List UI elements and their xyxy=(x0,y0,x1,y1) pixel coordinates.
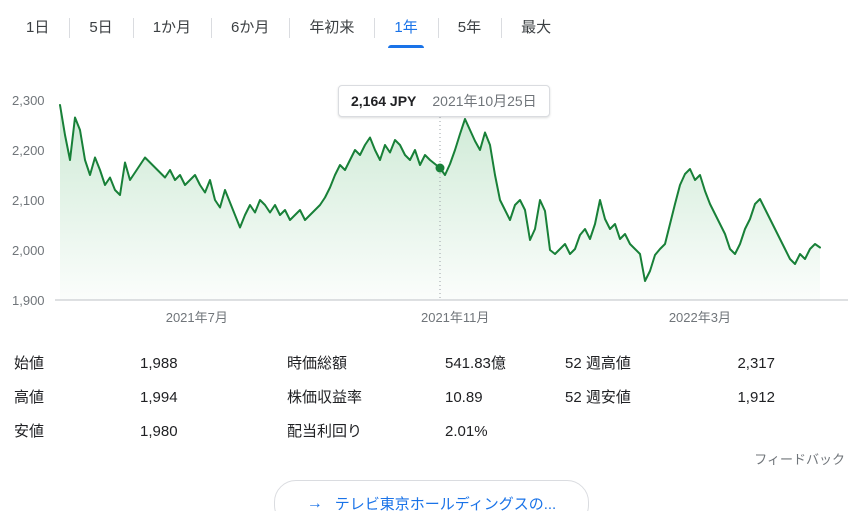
arrow-icon: → xyxy=(306,494,323,511)
stat-label: 時価総額 xyxy=(287,355,348,372)
range-tab[interactable]: 最大 xyxy=(501,10,571,48)
stat-value: 1,980 xyxy=(140,423,178,440)
range-tab[interactable]: 5年 xyxy=(437,10,501,48)
stats-grid: 始値 1,988 時価総額 541.83億 52 週高値 2,317 高値 1,994 株価収益… xyxy=(0,345,863,441)
stat-value xyxy=(685,423,775,441)
stat-label: 配当利回り xyxy=(287,423,363,440)
y-axis-tick-label: 2,200 xyxy=(12,143,45,158)
x-axis-tick-label: 2022年3月 xyxy=(669,310,731,325)
more-info-label: テレビ東京ホールディングスの... xyxy=(334,496,557,511)
range-tab[interactable]: 1日 xyxy=(26,19,50,36)
stat-label: 始値 xyxy=(14,355,45,372)
range-tab[interactable]: 1か月 xyxy=(132,10,211,48)
range-tab[interactable]: 5日 xyxy=(69,10,132,48)
range-tab[interactable]: 1年 xyxy=(374,10,437,48)
y-axis-tick-label: 2,300 xyxy=(12,93,45,108)
x-axis-tick-label: 2021年11月 xyxy=(421,310,489,325)
price-chart[interactable]: 2,164 JPY 2021年10月25日 2,300 2,200 2,100 2,0… xyxy=(0,85,863,345)
stat-value: 2,317 xyxy=(737,355,775,372)
stat-label xyxy=(565,423,685,441)
x-axis-tick-label: 2021年7月 xyxy=(166,310,228,325)
y-axis-tick-label: 1,900 xyxy=(12,293,45,308)
stat-label: 高値 xyxy=(14,389,45,406)
chart-canvas: 2,300 2,200 2,100 2,000 1,900 2021年7月 2021年11月… xyxy=(12,93,848,325)
cta-row: → テレビ東京ホールディングスの... xyxy=(0,480,863,511)
tooltip-price: 2,164 JPY xyxy=(351,93,417,109)
stat-value: 2.01% xyxy=(445,423,488,440)
range-tabs: 1日 5日 1か月 6か月 年初来 1年 5年 最大 xyxy=(0,0,863,48)
stat-label: 52 週安値 xyxy=(565,389,631,406)
stat-value: 1,988 xyxy=(140,355,178,372)
y-axis-tick-label: 2,100 xyxy=(12,193,45,208)
chart-tooltip: 2,164 JPY 2021年10月25日 xyxy=(338,85,550,117)
feedback-row: フィードバック xyxy=(0,441,863,468)
stat-value: 10.89 xyxy=(445,389,483,406)
stat-value: 541.83億 xyxy=(445,355,506,372)
price-area xyxy=(60,105,820,300)
stat-value: 1,912 xyxy=(737,389,775,406)
marker-dot xyxy=(435,163,445,173)
y-axis-tick-label: 2,000 xyxy=(12,243,45,258)
tooltip-date: 2021年10月25日 xyxy=(432,93,537,109)
range-tab[interactable]: 年初来 xyxy=(289,10,374,48)
range-tab[interactable]: 6か月 xyxy=(211,10,289,48)
stat-label: 安値 xyxy=(14,423,45,440)
more-info-button[interactable]: → テレビ東京ホールディングスの... xyxy=(273,480,590,511)
stat-label: 株価収益率 xyxy=(287,389,363,406)
stat-label: 52 週高値 xyxy=(565,355,631,372)
stat-value: 1,994 xyxy=(140,389,178,406)
feedback-link[interactable]: フィードバック xyxy=(754,452,845,467)
